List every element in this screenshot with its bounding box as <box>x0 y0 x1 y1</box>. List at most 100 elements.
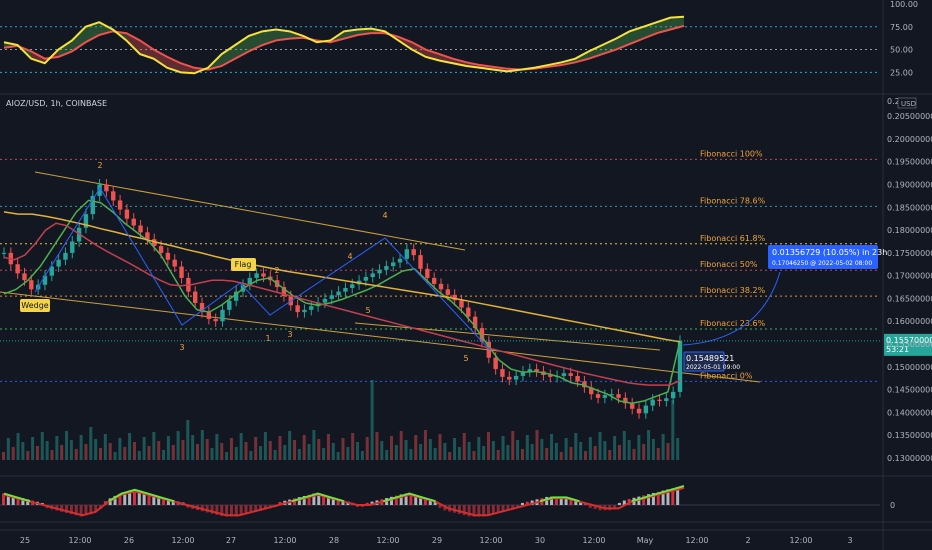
momentum-bar <box>244 505 248 515</box>
volume-bar <box>501 436 505 460</box>
projection-arc <box>682 271 781 346</box>
candle-body <box>165 252 171 260</box>
fibonacci-level-label: Fibonacci 100% <box>700 149 763 158</box>
volume-bar <box>642 444 646 460</box>
candle-body <box>179 266 184 278</box>
candle-body <box>670 391 676 399</box>
price-tick-label: 0.15500000 <box>887 340 932 349</box>
candle-body <box>425 268 430 278</box>
volume-bar <box>520 449 524 460</box>
candle-body <box>664 398 669 402</box>
candle-body <box>466 307 471 317</box>
volume-bar <box>593 446 597 460</box>
flag-badge-label: Flag <box>235 260 252 269</box>
volume-bar <box>496 450 500 460</box>
momentum-bar <box>501 505 505 512</box>
symbol-legend: AIOZ/USD, 1h, COINBASE <box>6 99 108 108</box>
candle-body <box>438 283 444 290</box>
momentum-bar <box>171 500 175 505</box>
volume-bar <box>191 435 195 460</box>
momentum-bar <box>511 505 515 510</box>
candle-body <box>138 225 143 233</box>
candle-body <box>677 340 683 392</box>
price-tick-label: 0.19000000 <box>887 180 932 189</box>
time-tick-label: 12:00 <box>68 536 91 545</box>
volume-bar <box>511 431 515 460</box>
time-tick-label: 12:00 <box>685 536 708 545</box>
candle-body <box>315 302 321 307</box>
momentum-bar <box>588 505 592 508</box>
momentum-bar <box>137 491 141 505</box>
volume-bar <box>16 433 20 460</box>
price-tick-label: 0.13000000 <box>887 454 932 463</box>
volume-bar <box>525 435 529 460</box>
volume-bar <box>550 434 554 460</box>
candle-body <box>70 241 75 253</box>
last-price-badge <box>884 333 932 356</box>
candle-body <box>254 273 259 278</box>
momentum-bar <box>545 496 549 505</box>
volume-bar <box>288 431 292 460</box>
crosshair-time: 2022-05-01 09:00 <box>686 364 740 371</box>
momentum-bar <box>467 505 471 517</box>
momentum-bar <box>487 505 490 516</box>
momentum-bar <box>671 488 675 505</box>
candle-body <box>29 280 34 290</box>
momentum-bar <box>559 496 563 505</box>
candle-body <box>650 399 655 406</box>
momentum-bar <box>297 497 301 505</box>
candle-body <box>534 369 539 372</box>
momentum-bar <box>147 494 151 505</box>
volume-bar <box>249 451 253 460</box>
flag-badge <box>231 258 256 271</box>
momentum-bar <box>642 495 646 505</box>
momentum-bar <box>666 489 670 505</box>
momentum-bar <box>205 505 209 513</box>
momentum-bar <box>423 498 427 505</box>
volume-bar <box>317 439 321 460</box>
oscillator-fill <box>58 40 72 57</box>
momentum-bar <box>84 505 88 516</box>
oscillator-fill <box>126 33 140 55</box>
candle-body <box>507 376 512 380</box>
volume-bar <box>147 446 151 460</box>
candle-body <box>233 291 239 301</box>
volume-bar <box>588 437 592 460</box>
price-tick-label: 0.2 <box>887 97 900 106</box>
oscillator-tick-label: 50.00 <box>890 46 913 55</box>
momentum-bar <box>617 502 621 505</box>
momentum-bar <box>16 496 20 505</box>
momentum-bar <box>2 493 5 505</box>
volume-bar <box>200 430 204 460</box>
measure-line-2: 0.17046250 @ 2022-05-02 08:00 <box>772 260 872 267</box>
price-tick-label: 0.20000000 <box>887 135 932 144</box>
oscillator-fill <box>180 63 195 74</box>
volume-bar <box>312 430 316 460</box>
candle-body <box>493 357 498 370</box>
volume-bar <box>278 436 282 460</box>
candle-body <box>548 375 553 377</box>
candle-body <box>42 275 48 285</box>
candle-body <box>322 298 328 303</box>
volume-bar <box>283 445 287 460</box>
momentum-bar <box>152 495 156 505</box>
candle-body <box>302 309 307 313</box>
momentum-bar <box>482 505 486 517</box>
volume-bar <box>603 441 607 460</box>
momentum-bar <box>593 505 597 510</box>
volume-bar <box>584 451 587 460</box>
price-tick-label: 0.17000000 <box>887 272 932 281</box>
candle-body <box>199 303 205 313</box>
oscillator-fill <box>412 42 426 57</box>
candle-body <box>595 394 601 398</box>
candle-body <box>158 246 164 253</box>
fibonacci-level-label: Fibonacci 78.6% <box>700 196 766 205</box>
volume-bar <box>293 440 296 460</box>
momentum-bar <box>409 494 413 505</box>
moving-average-fast <box>3 199 681 405</box>
currency-label: USD <box>901 100 916 108</box>
momentum-bar <box>525 501 529 505</box>
momentum-bar <box>622 500 626 505</box>
candle-body <box>124 209 130 219</box>
